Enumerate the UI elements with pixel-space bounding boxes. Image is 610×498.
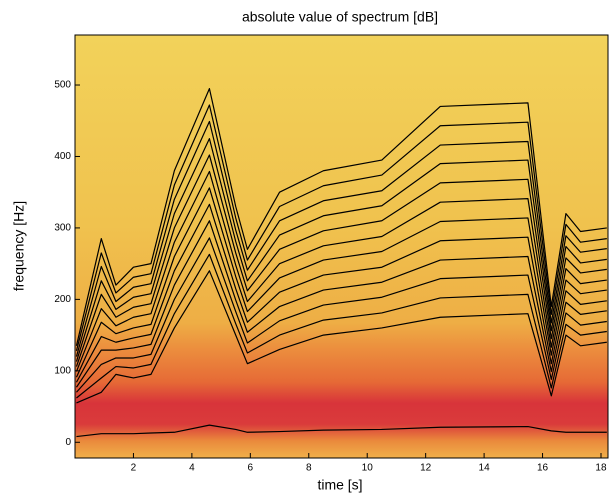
harmonic-line (75, 170, 607, 372)
y-tick-label: 200 (54, 294, 71, 305)
harmonic-line (76, 237, 607, 393)
spectrogram (75, 35, 608, 458)
x-tick-label: 12 (420, 463, 432, 474)
x-tick-label: 8 (306, 463, 312, 474)
x-tick-label: 14 (479, 463, 491, 474)
harmonic-line (75, 187, 607, 378)
harmonic-line (75, 220, 607, 388)
x-tick-label: 4 (189, 463, 195, 474)
chart-title: absolute value of spectrum [dB] (242, 9, 438, 25)
y-tick-label: 400 (54, 151, 71, 162)
harmonic-line (75, 87, 607, 346)
y-tick-label: 100 (54, 365, 71, 376)
x-tick-label: 16 (537, 463, 549, 474)
y-axis-label: frequency [Hz] (11, 201, 27, 291)
x-tick-label: 18 (595, 463, 607, 474)
harmonic-line (76, 253, 607, 399)
harmonic-line (75, 120, 607, 357)
x-tick-label: 2 (131, 463, 137, 474)
plot-frame (74, 34, 609, 459)
y-tick-label: 300 (54, 223, 71, 234)
x-tick-label: 10 (362, 463, 374, 474)
y-tick-label: 0 (65, 437, 71, 448)
x-tick-label: 6 (248, 463, 254, 474)
harmonic-line (75, 203, 607, 383)
harmonic-line (76, 270, 607, 404)
harmonic-line (76, 424, 607, 438)
harmonic-line (75, 104, 607, 351)
harmonic-line (75, 138, 607, 362)
y-tick-label: 500 (54, 80, 71, 91)
x-axis-label: time [s] (317, 477, 362, 493)
harmonic-line (75, 154, 607, 367)
